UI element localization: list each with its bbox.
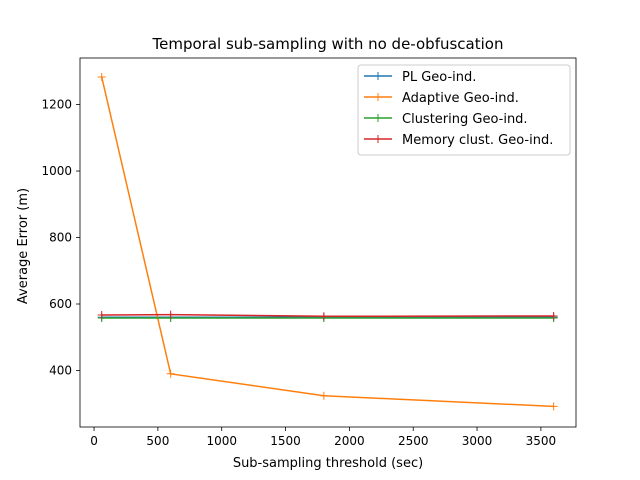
x-tick-label: 500 [146, 434, 169, 448]
data-point [166, 369, 175, 378]
legend-marker [374, 114, 382, 122]
y-axis-label: Average Error (m) [16, 188, 31, 304]
series-1 [97, 72, 558, 411]
data-point [97, 310, 106, 319]
y-tick-label: 400 [49, 363, 72, 377]
legend-label: Memory clust. Geo-ind. [402, 133, 553, 148]
legend-entry: Adaptive Geo-ind. [364, 91, 519, 106]
series-3 [97, 310, 558, 321]
legend: PL Geo-ind. Adaptive Geo-ind. Clustering G… [357, 64, 571, 156]
series-line-3 [101, 313, 554, 318]
y-tick-label: 800 [49, 231, 72, 245]
legend-label: Clustering Geo-ind. [402, 112, 528, 127]
y-tick-label: 1200 [41, 98, 72, 112]
legend-marker [374, 72, 382, 80]
plot-frame [79, 57, 577, 428]
series-line-1 [100, 76, 554, 408]
x-tick-label: 3000 [462, 434, 493, 448]
legend-marker [374, 93, 382, 101]
legend-entry: Memory clust. Geo-ind. [364, 133, 553, 148]
data-point [97, 72, 106, 81]
legend-entry: PL Geo-ind. [364, 70, 476, 85]
data-point [549, 402, 558, 411]
data-point [549, 311, 558, 320]
chart-title: Temporal sub-sampling with no de-obfusca… [152, 35, 504, 53]
y-tick-label: 600 [49, 297, 72, 311]
y-tick-label: 1000 [41, 164, 72, 178]
plot-series [97, 72, 558, 411]
legend-label: PL Geo-ind. [402, 70, 476, 85]
x-tick-label: 0 [90, 434, 98, 448]
x-tick-label: 2500 [398, 434, 429, 448]
x-tick-label: 1500 [270, 434, 301, 448]
data-point [319, 312, 328, 321]
x-tick-label: 3500 [526, 434, 557, 448]
x-axis-label: Sub-sampling threshold (sec) [233, 456, 423, 471]
legend-label: Adaptive Geo-ind. [402, 91, 519, 106]
legend-marker [374, 135, 382, 143]
data-point [319, 391, 328, 400]
x-tick-label: 1000 [206, 434, 237, 448]
legend-entry: Clustering Geo-ind. [364, 112, 528, 127]
x-tick-label: 2000 [334, 434, 365, 448]
data-point [166, 310, 175, 319]
axes: 0 500 1000 1500 2000 2500 3000 3500 400 600 800 100… [41, 57, 577, 448]
legend-box [357, 64, 571, 156]
